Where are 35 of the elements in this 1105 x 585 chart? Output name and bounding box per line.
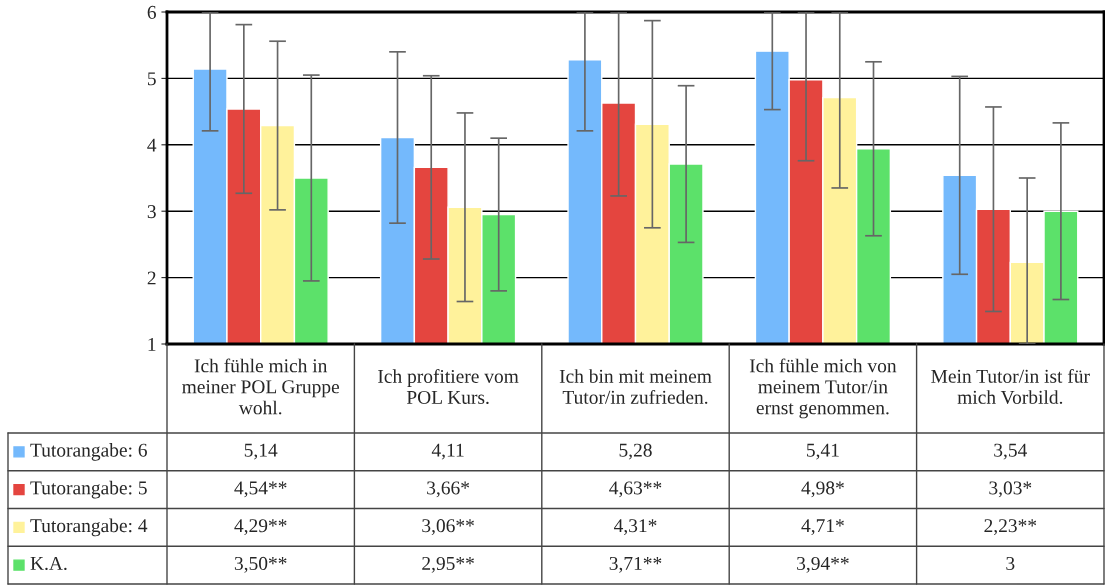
data-label: 5,28	[619, 443, 652, 460]
x-tick-label: Mein Tutor/in ist für mich Vorbild.	[931, 368, 1090, 404]
data-label: 3,54	[994, 443, 1028, 460]
data-label: 3,94**	[797, 556, 849, 573]
y-tick-label: 4	[147, 138, 157, 152]
data-label: 3,50**	[234, 556, 287, 573]
data-label: 4,29**	[234, 519, 287, 536]
x-tick-label: Ich bin mit meinem Tutor/in zufrieden.	[559, 369, 712, 404]
y-tick-label: 2	[147, 271, 156, 285]
legend-label: K.A.	[30, 556, 67, 571]
x-tick-label: Ich profitiere vom POL Kurs.	[378, 369, 519, 405]
legend-label: Tutorangabe: 4	[30, 518, 148, 537]
data-label: 3,66*	[427, 481, 470, 498]
y-tick-label: 1	[148, 337, 156, 351]
y-tick-label: 3	[147, 205, 156, 219]
data-label: 3,06**	[422, 519, 474, 536]
data-label: 3,03*	[989, 481, 1032, 498]
data-label: 4,63**	[609, 481, 662, 498]
legend-label: Tutorangabe: 6	[30, 443, 147, 461]
data-label: 4,98*	[801, 481, 844, 498]
y-tick-label: 6	[147, 5, 156, 19]
data-label: 2,23**	[984, 519, 1037, 536]
data-label: 4,11	[431, 443, 464, 460]
data-label: 2,95**	[422, 556, 474, 573]
data-label: 5,14	[244, 443, 278, 460]
data-label: 5,41	[807, 443, 839, 460]
data-label: 4,71*	[801, 519, 844, 536]
data-label: 4,54**	[234, 481, 287, 498]
data-label: 3,71**	[609, 556, 662, 573]
x-tick-label: Ich fühle mich von meinem Tutor/in ernst genommen.	[749, 358, 897, 419]
legend-label: Tutorangabe: 5	[30, 480, 147, 499]
data-label: 4,31*	[614, 519, 657, 536]
y-tick-label: 5	[147, 72, 156, 86]
x-tick-label: Ich fühle mich in meiner POL Gruppe wohl.	[182, 358, 340, 415]
data-label: 3	[1006, 556, 1015, 570]
